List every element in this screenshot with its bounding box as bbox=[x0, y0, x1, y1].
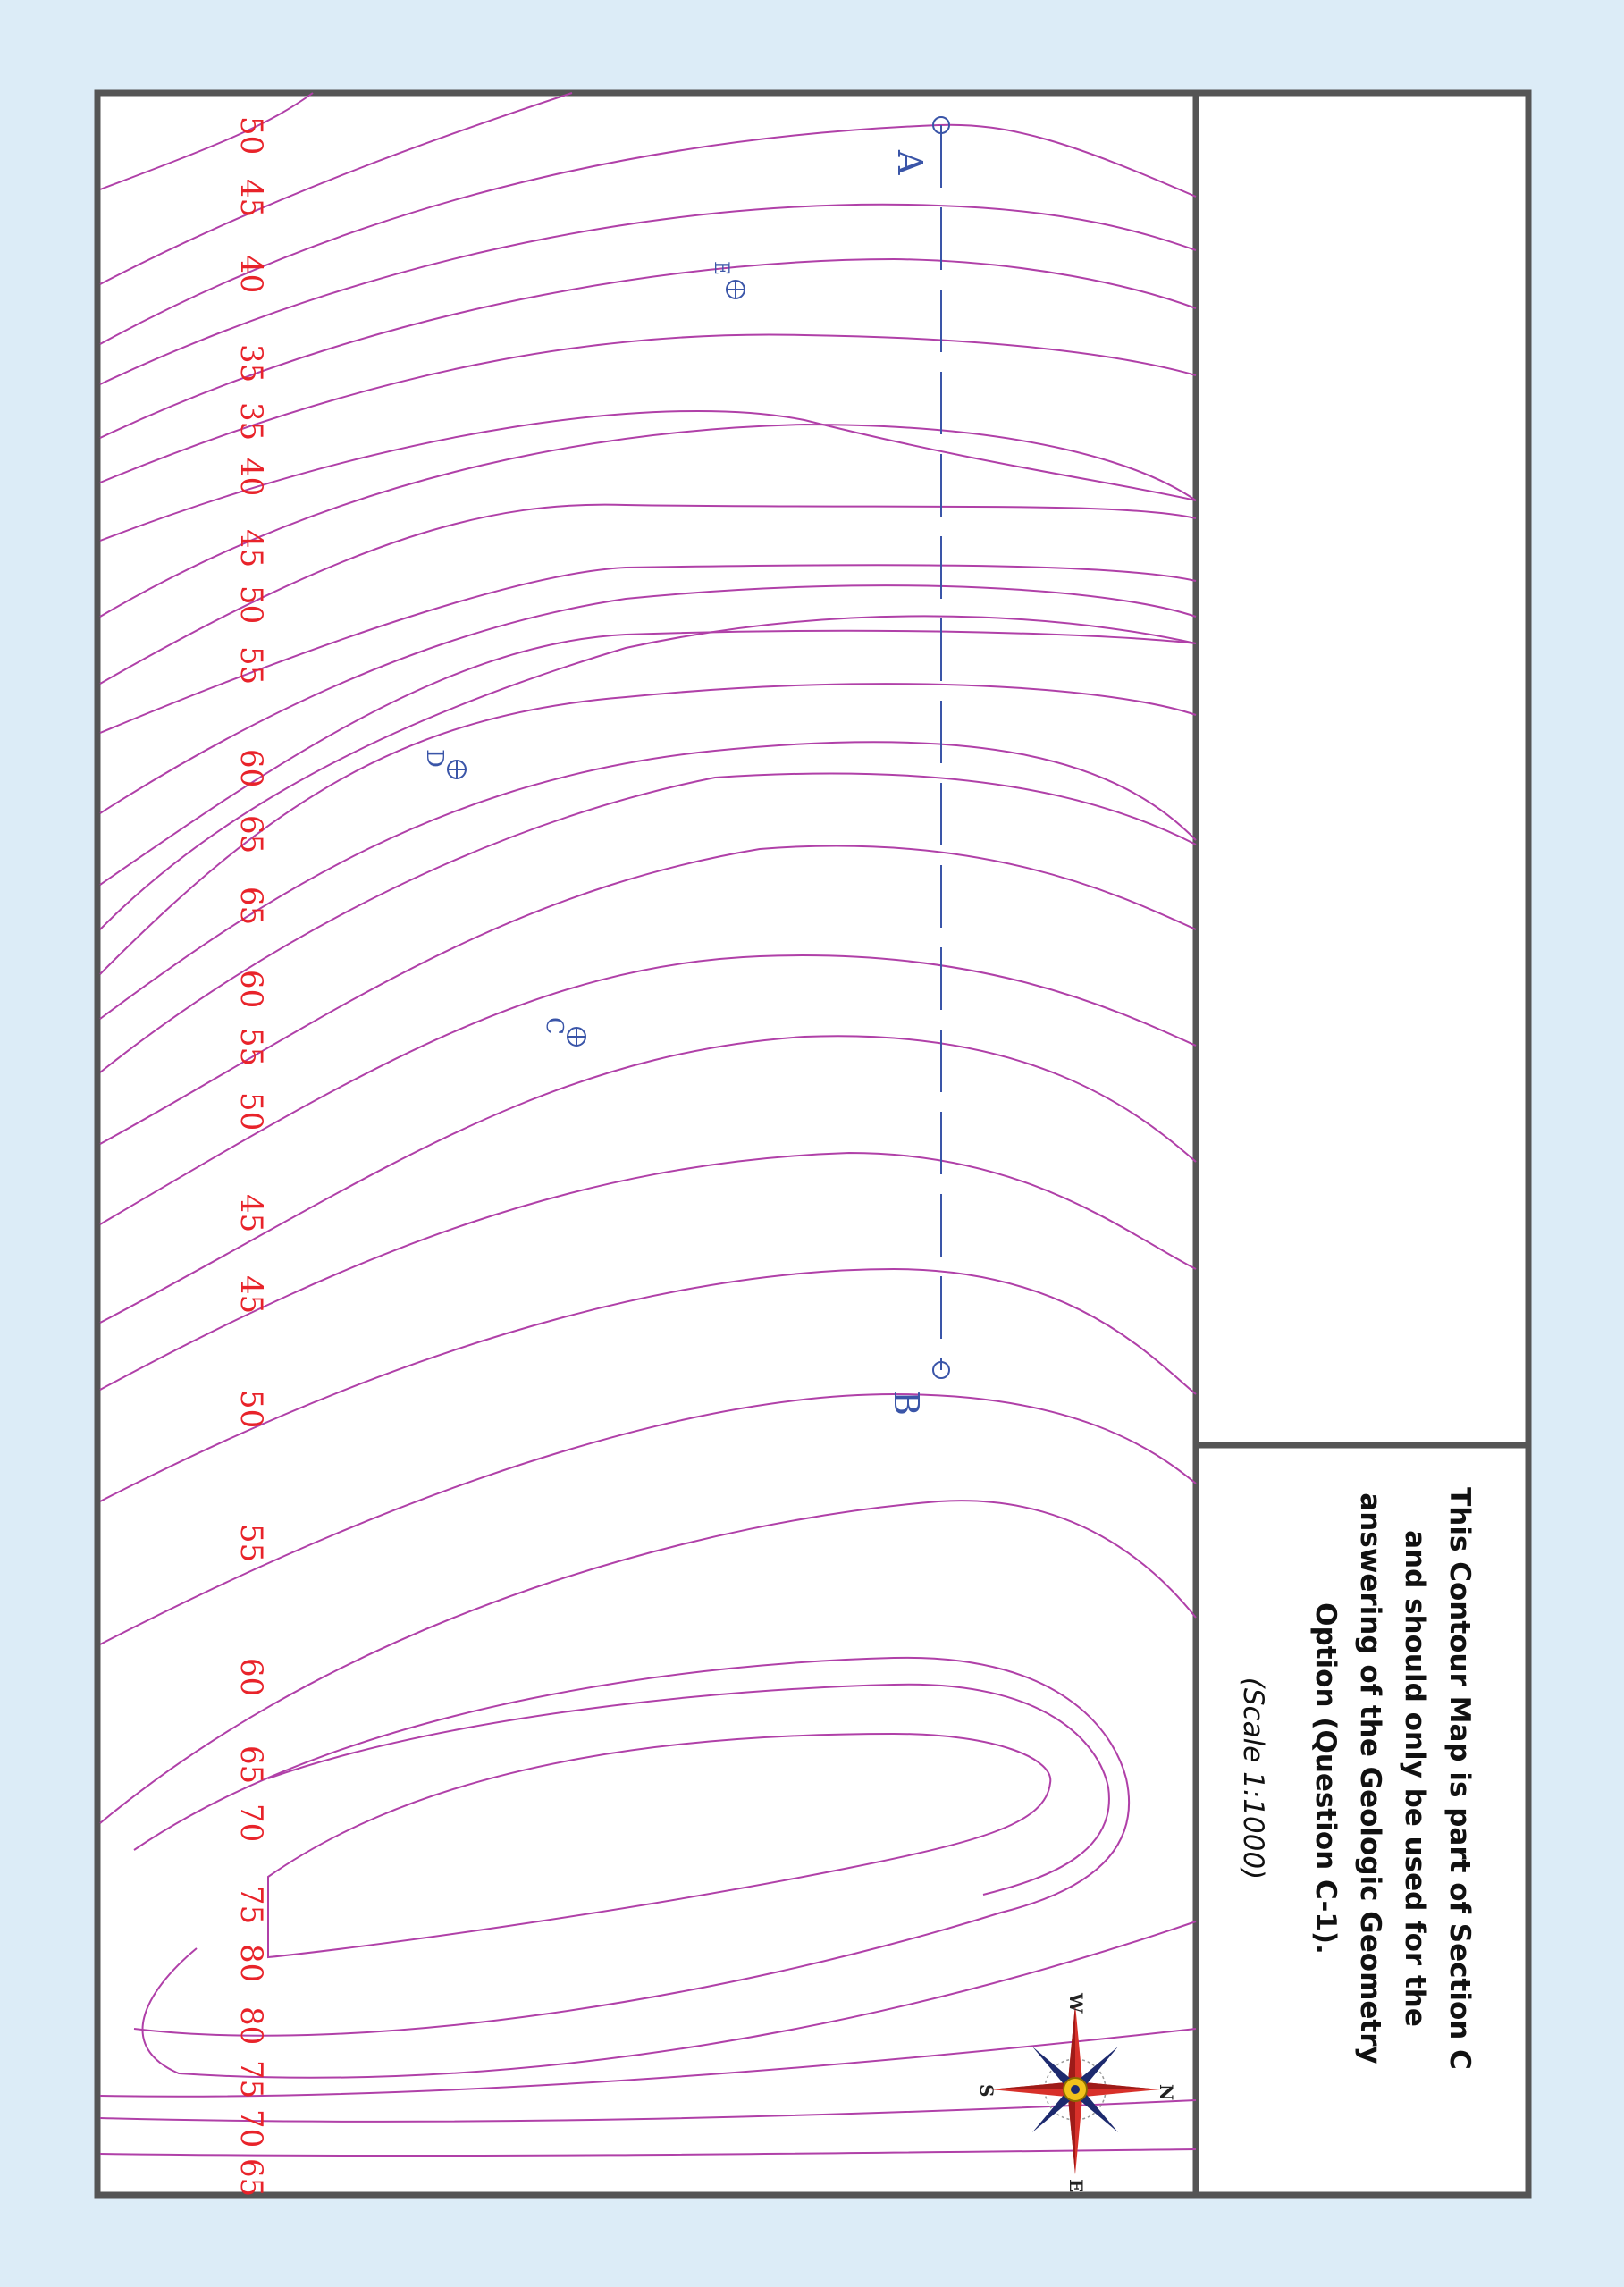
compass-rose: W N S E bbox=[976, 1992, 1177, 2192]
point-a-marker[interactable] bbox=[932, 116, 950, 134]
contour-label: 65 bbox=[233, 2158, 269, 2197]
contour-line bbox=[99, 1500, 1197, 1824]
contour-label: 60 bbox=[233, 1658, 269, 1696]
contour-label: 60 bbox=[233, 749, 269, 787]
note-line-3: answering of the Geologic Geometry bbox=[1354, 1492, 1386, 2064]
contour-line bbox=[133, 1656, 1131, 2037]
borehole-c[interactable]: C bbox=[541, 1017, 586, 1047]
contour-label: 65 bbox=[233, 887, 269, 925]
map-scale: (Scale 1:1000) bbox=[1237, 1677, 1269, 1880]
contour-label: 80 bbox=[233, 2006, 269, 2045]
contour-line bbox=[99, 845, 1197, 1145]
contour-line bbox=[99, 615, 1197, 930]
map-frame bbox=[94, 89, 1532, 2199]
point-c-label: C bbox=[541, 1017, 568, 1035]
contour-line bbox=[141, 1921, 1197, 2079]
contour-line bbox=[267, 1683, 1110, 1896]
contour-line bbox=[99, 423, 1197, 618]
contour-label: 50 bbox=[233, 585, 269, 624]
contour-line bbox=[99, 954, 1197, 1225]
note-line-2: and should only be used for the bbox=[1399, 1530, 1431, 2027]
borehole-d[interactable]: D bbox=[421, 749, 467, 779]
contour-line bbox=[99, 503, 1197, 685]
point-b-label: B bbox=[887, 1391, 926, 1416]
contour-line bbox=[99, 564, 1197, 734]
contour-label: 70 bbox=[233, 1804, 269, 1842]
point-e-label: E bbox=[710, 261, 732, 275]
contour-label: 50 bbox=[233, 1390, 269, 1428]
contour-label: 55 bbox=[233, 1028, 269, 1066]
contour-line bbox=[99, 92, 573, 285]
contour-line bbox=[99, 629, 1197, 886]
contour-line bbox=[99, 741, 1197, 1020]
contour-label: 35 bbox=[233, 344, 269, 383]
compass-e-label: E bbox=[1065, 2179, 1087, 2192]
contour-label: 50 bbox=[233, 116, 269, 155]
contour-line bbox=[99, 1392, 1197, 1645]
contour-label: 45 bbox=[233, 1194, 269, 1232]
contour-label: 80 bbox=[233, 1944, 269, 1982]
contour-label: 70 bbox=[233, 2109, 269, 2148]
point-a-label: A bbox=[890, 149, 930, 175]
contour-label: 45 bbox=[233, 179, 269, 217]
section-line-ab: A B bbox=[887, 116, 950, 1416]
contour-label: 55 bbox=[233, 646, 269, 685]
compass-w-label: W bbox=[1065, 1992, 1087, 2014]
contour-labels: 50 45 40 35 35 40 45 50 55 60 65 65 60 5… bbox=[233, 116, 269, 2197]
contour-line bbox=[99, 409, 1197, 542]
note-line-4: Option (Question C-1). bbox=[1309, 1602, 1342, 1955]
contour-line bbox=[99, 584, 1197, 814]
contour-label: 75 bbox=[233, 2060, 269, 2098]
contour-line bbox=[99, 772, 1197, 1073]
contour-line bbox=[99, 1267, 1197, 1502]
contour-line bbox=[99, 2148, 1197, 2157]
contour-label: 75 bbox=[233, 1886, 269, 1924]
contour-line bbox=[99, 333, 1197, 483]
contour-line bbox=[99, 123, 1197, 345]
borehole-e[interactable]: E bbox=[710, 261, 745, 299]
contour-lines bbox=[99, 92, 1197, 2157]
note-panel: This Contour Map is part of Section C an… bbox=[1237, 1487, 1476, 2070]
contour-line bbox=[99, 1035, 1197, 1324]
compass-s-label: S bbox=[976, 2084, 997, 2097]
contour-label: 50 bbox=[233, 1092, 269, 1131]
contour-label: 35 bbox=[233, 402, 269, 441]
contour-line bbox=[99, 203, 1197, 385]
contour-line bbox=[99, 683, 1197, 975]
point-d-label: D bbox=[421, 749, 448, 768]
contour-label: 45 bbox=[233, 529, 269, 568]
contour-label: 55 bbox=[233, 1524, 269, 1562]
contour-label: 65 bbox=[233, 815, 269, 853]
contour-label: 60 bbox=[233, 970, 269, 1008]
contour-line bbox=[99, 257, 1197, 439]
contour-label: 40 bbox=[233, 255, 269, 293]
compass-n-label: N bbox=[1156, 2084, 1177, 2100]
contour-line bbox=[267, 1732, 1052, 1959]
point-b-marker[interactable] bbox=[932, 1361, 950, 1379]
contour-label: 65 bbox=[233, 1745, 269, 1784]
contour-line bbox=[99, 2028, 1197, 2098]
contour-line bbox=[99, 1151, 1197, 1391]
contour-line bbox=[99, 92, 314, 190]
note-line-1: This Contour Map is part of Section C bbox=[1443, 1487, 1476, 2070]
contour-label: 45 bbox=[233, 1275, 269, 1314]
contour-line bbox=[99, 2099, 1197, 2123]
contour-label: 40 bbox=[233, 458, 269, 496]
